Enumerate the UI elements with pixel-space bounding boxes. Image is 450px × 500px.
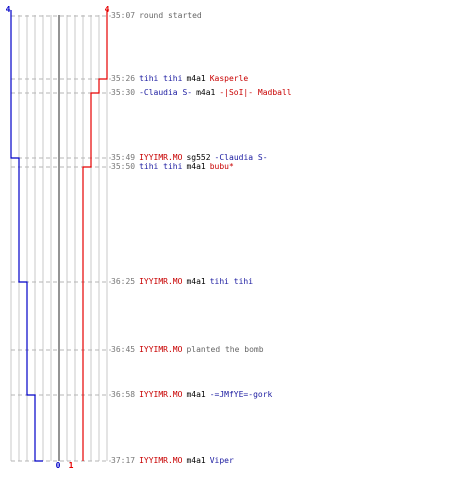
event-text: m4a1	[186, 277, 206, 286]
blue-top-count-label: 4	[6, 5, 11, 14]
event-time: 36:25	[111, 277, 136, 286]
event-time: 35:30	[111, 88, 136, 97]
blue-team-step-line	[10, 10, 43, 462]
event-text: round started	[139, 11, 202, 20]
event-row: 36:25 IYYIMR.MO m4a1 tihi tihi	[111, 277, 257, 287]
event-text: sg552	[186, 153, 211, 162]
event-text: tihi tihi	[139, 74, 183, 83]
event-row: 35:07 round started	[111, 11, 206, 21]
event-row: 36:45 IYYIMR.MO planted the bomb	[111, 345, 268, 355]
event-time: 36:45	[111, 345, 136, 354]
event-text: tihi tihi	[139, 162, 183, 171]
event-text: m4a1	[186, 390, 206, 399]
event-row: 35:50 tihi tihi m4a1 bubu*	[111, 162, 238, 172]
event-time: 36:58	[111, 390, 136, 399]
event-row: 35:30 -Claudia S-m4a1 -|SoI|- Madball	[111, 88, 296, 98]
event-time: 37:17	[111, 456, 136, 465]
event-row: 35:26 tihi tihi m4a1 Kasperle	[111, 74, 252, 84]
event-text: -Claudia S-	[139, 88, 193, 97]
event-text: m4a1	[186, 456, 206, 465]
event-text: -=JMfYE=-gork	[209, 390, 273, 399]
event-time: 35:50	[111, 162, 136, 171]
event-time: 35:26	[111, 74, 136, 83]
event-text: Kasperle	[209, 74, 249, 83]
event-text: IYYIMR.MO	[139, 153, 183, 162]
event-time: 35:07	[111, 11, 136, 20]
red-bottom-count-label: 1	[69, 461, 74, 470]
event-text: m4a1	[186, 74, 206, 83]
event-text: Viper	[209, 456, 234, 465]
event-row: 35:49 IYYIMR.MO sg552 -Claudia S-	[111, 153, 272, 163]
event-text: IYYIMR.MO	[139, 390, 183, 399]
event-row: 36:58 IYYIMR.MO m4a1 -=JMfYE=-gork	[111, 390, 276, 400]
event-text: m4a1	[186, 162, 206, 171]
event-text: -|SoI|- Madball	[219, 88, 292, 97]
event-time: 35:49	[111, 153, 136, 162]
event-text: IYYIMR.MO	[139, 277, 183, 286]
event-text: IYYIMR.MO	[139, 345, 183, 354]
event-text: bubu*	[209, 162, 234, 171]
event-row: 37:17 IYYIMR.MO m4a1 Viper	[111, 456, 238, 466]
event-text: m4a1	[196, 88, 216, 97]
red-team-step-line	[82, 10, 108, 461]
event-text: -Claudia S-	[214, 153, 268, 162]
event-text: tihi tihi	[209, 277, 254, 286]
event-text: IYYIMR.MO	[139, 456, 183, 465]
red-top-count-label: 4	[105, 5, 110, 14]
blue-bottom-count-label: 0	[56, 461, 61, 470]
event-text: planted the bomb	[186, 345, 264, 354]
